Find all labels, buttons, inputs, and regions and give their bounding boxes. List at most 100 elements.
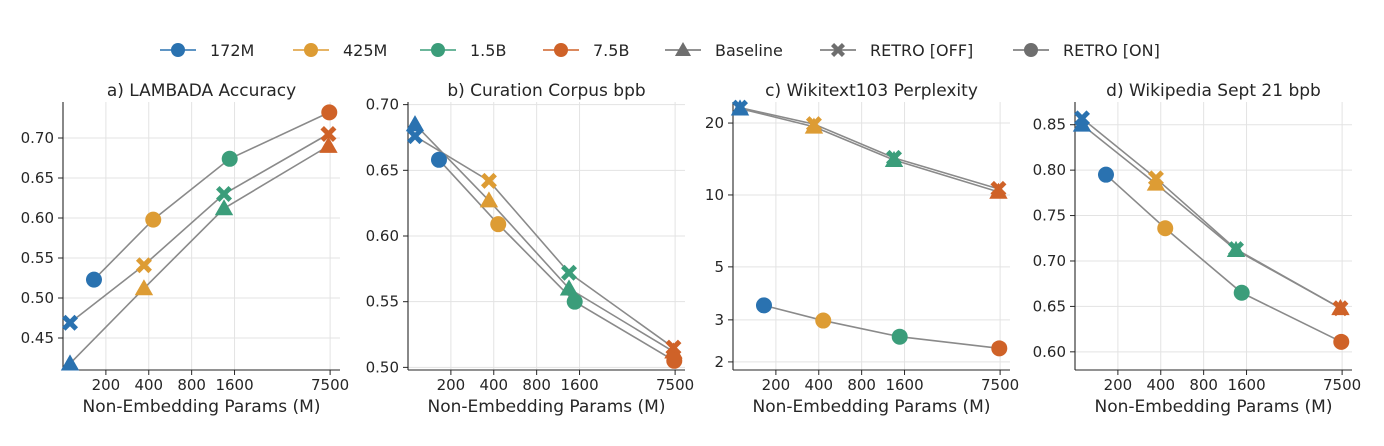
legend-entry-2: 1.5B [420,41,506,60]
data-point-circle [1333,333,1350,350]
grid [408,102,685,370]
legend-entry-0: 172M [160,41,254,60]
x-axis-label: Non-Embedding Params (M) [753,397,991,417]
x-tick-label: 200 [1104,376,1133,394]
y-tick-label: 0.60 [366,227,399,245]
x-tick-label: 7500 [1323,376,1361,394]
data-point-circle [1233,284,1250,301]
series-line-x [69,133,329,324]
data-point-x [480,172,497,189]
chart-panel-1: 200 400 800 1600 7500 0.50 0.55 0.60 0.65 0.70 b) … [366,81,695,417]
y-tick-label: 0.45 [21,329,54,347]
legend-label: RETRO [ON] [1063,41,1160,60]
series-line-triangle [1081,124,1341,309]
series-line-circle [93,111,330,281]
data-point-circle [490,216,507,233]
x-tick-label: 200 [762,376,791,394]
x-axis-label: Non-Embedding Params (M) [428,397,666,417]
data-point-circle [815,312,832,329]
legend: 172M 425M 1.5B 7.5B Baseline RETRO [OFF] RETRO… [160,41,1160,60]
y-tick-label: 0.60 [1033,343,1066,361]
legend-entry-6: RETRO [ON] [1013,41,1160,60]
data-point-x [732,99,749,116]
panel-title: c) Wikitext103 Perplexity [765,81,978,101]
y-tick-label: 0.60 [21,209,54,227]
x-tick-label: 800 [522,376,551,394]
data-point-circle [666,352,683,369]
x-tick-label: 1600 [1227,376,1265,394]
legend-marker-circle-icon [1024,43,1038,57]
data-point-circle [221,150,238,167]
panel-title: a) LAMBADA Accuracy [107,81,296,101]
y-tick-label: 0.50 [366,358,399,376]
data-point-triangle [405,115,425,132]
x-tick-label: 800 [847,376,876,394]
x-tick-label: 200 [92,376,121,394]
y-tick-label: 0.65 [21,169,54,187]
data-point-x [665,339,682,356]
y-tick-label: 0.50 [21,289,54,307]
x-tick-label: 1600 [560,376,598,394]
y-tick-label: 0.70 [1033,252,1066,270]
data-point-x [886,149,903,166]
chart-panel-0: 200 400 800 1600 7500 0.45 0.50 0.55 0.60 0.65 0.7… [21,81,350,417]
y-tick-label: 0.55 [366,293,399,311]
y-tick-label: 0.65 [1033,297,1066,315]
data-point-x [407,128,424,145]
y-tick-label: 20 [705,114,724,132]
legend-label: 172M [210,41,254,60]
legend-marker-x-icon [831,43,845,57]
data-point-circle [1157,220,1174,237]
legend-marker-circle-icon [554,43,568,57]
grid [63,102,340,370]
x-tick-label: 800 [1189,376,1218,394]
y-tick-label: 0.65 [366,161,399,179]
data-point-circle [566,293,583,310]
y-tick-label: 0.70 [366,96,399,114]
x-tick-label: 1600 [885,376,923,394]
series-line-triangle [414,123,674,353]
y-tick-label: 2 [714,353,724,371]
data-point-x [561,264,578,281]
data-point-triangle [1072,115,1092,132]
data-point-x [990,180,1007,197]
data-point-x [1332,300,1349,317]
series-line-circle [763,304,1000,350]
y-tick-label: 0.85 [1033,116,1066,134]
data-point-circle [430,151,447,168]
data-point-triangle [559,279,579,296]
data-point-circle [85,271,102,288]
data-point-triangle [214,199,234,216]
data-point-triangle [479,191,499,208]
series-line-triangle [69,145,329,365]
data-point-circle [1097,166,1114,183]
y-tick-label: 0.80 [1033,161,1066,179]
data-point-x [62,314,79,331]
x-tick-label: 7500 [981,376,1019,394]
data-point-circle [991,340,1008,357]
x-axis-label: Non-Embedding Params (M) [83,397,321,417]
series-line-circle [1105,174,1342,343]
data-point-triangle [134,279,154,296]
grid [733,102,1010,370]
data-point-circle [891,328,908,345]
x-tick-label: 400 [134,376,163,394]
x-tick-label: 7500 [656,376,694,394]
grid [1075,102,1352,370]
legend-marker-circle-icon [431,43,445,57]
legend-entry-5: RETRO [OFF] [820,41,973,60]
legend-label: 1.5B [470,41,506,60]
legend-entry-1: 425M [293,41,387,60]
chart-panel-3: 200 400 800 1600 7500 0.60 0.65 0.70 0.75 0.80 0.8… [1033,81,1362,417]
y-tick-label: 3 [714,311,724,329]
data-point-x [135,257,152,274]
legend-label: RETRO [OFF] [870,41,973,60]
data-point-x [320,126,337,142]
x-tick-label: 7500 [311,376,349,394]
series-line-circle [438,159,675,362]
x-tick-label: 400 [479,376,508,394]
x-axis-label: Non-Embedding Params (M) [1095,397,1333,417]
x-tick-label: 200 [437,376,466,394]
